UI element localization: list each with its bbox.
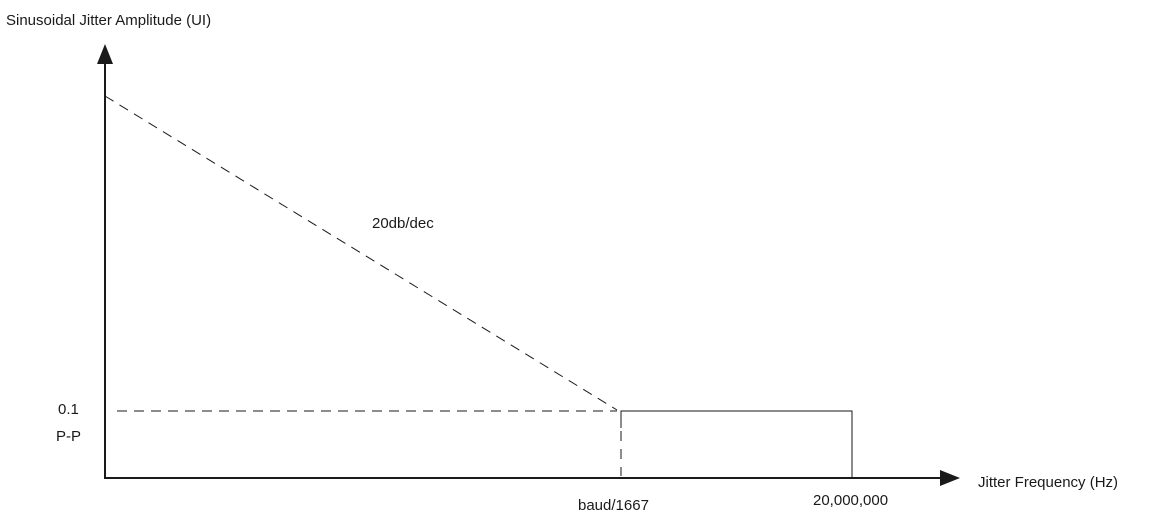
max-frequency-label: 20,000,000 (813, 492, 888, 509)
slope-label: 20db/dec (372, 215, 434, 232)
y-axis-label: Sinusoidal Jitter Amplitude (UI) (6, 12, 211, 29)
corner-frequency-label: baud/1667 (578, 497, 649, 514)
amplitude-value-label: 0.1 (58, 401, 79, 418)
y-axis-arrowhead (97, 44, 113, 64)
flat-region-line (620, 410, 853, 478)
amplitude-unit-label: P-P (56, 428, 81, 445)
x-axis-label: Jitter Frequency (Hz) (978, 474, 1118, 491)
slope-dashed-line (104, 95, 618, 411)
x-axis-arrowhead (940, 470, 960, 486)
